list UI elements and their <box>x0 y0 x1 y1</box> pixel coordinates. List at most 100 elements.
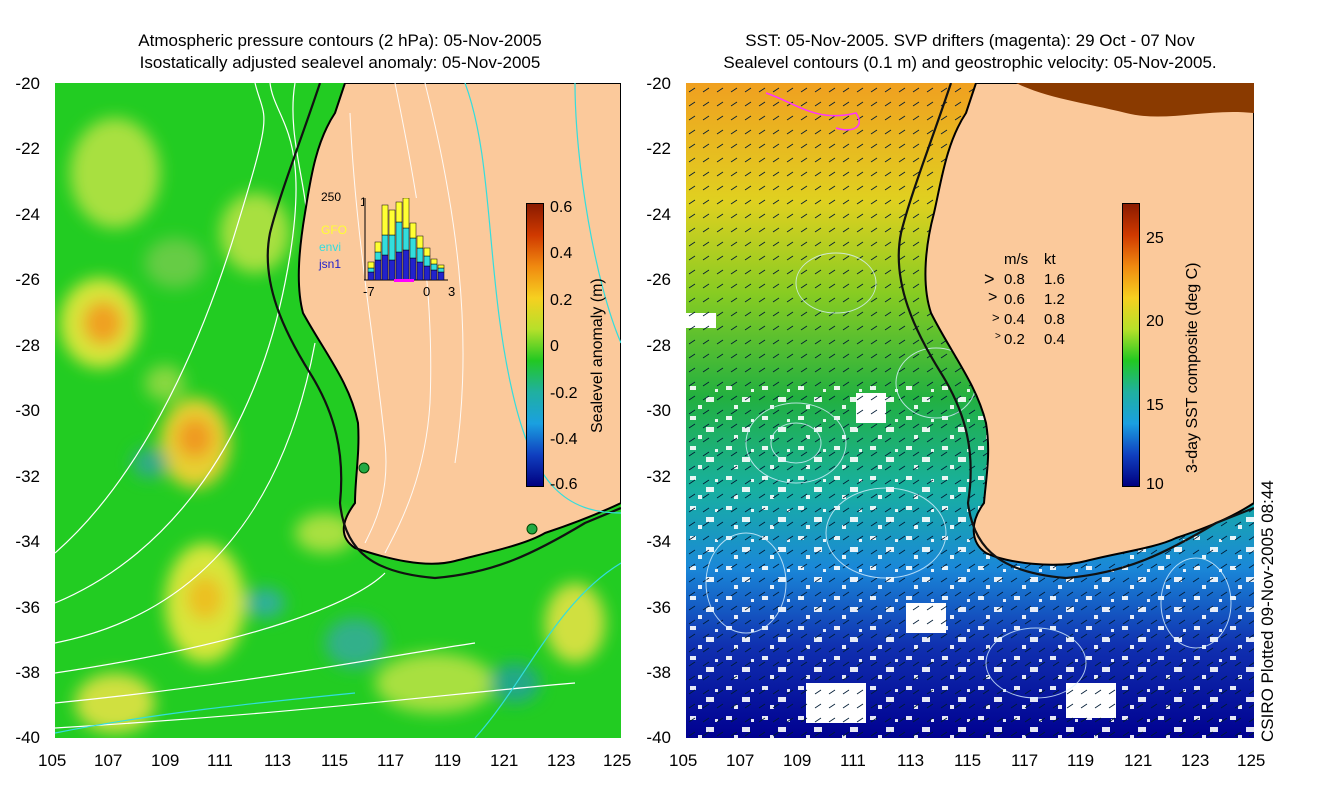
sst-tick: 25 <box>1146 230 1164 247</box>
y-tick: -40 <box>646 728 671 747</box>
inset-ylabel: 250 <box>321 190 342 204</box>
x-tick: 109 <box>151 751 180 770</box>
right-map-graphic <box>686 83 1254 738</box>
y-tick: -28 <box>15 336 40 355</box>
inset-legend-envi: envi <box>319 240 342 254</box>
anomaly-tick: 0 <box>550 338 559 355</box>
inset-xtick-zero: 0 <box>423 284 431 299</box>
y-tick: -38 <box>15 663 40 682</box>
y-tick: -20 <box>15 74 40 93</box>
sst-colorbar <box>1122 203 1140 487</box>
y-tick: -32 <box>646 467 671 486</box>
anomaly-colorbar-label: Sealevel anomaly (m) <box>589 278 606 433</box>
inset-xtick-start: -7 <box>363 284 375 299</box>
inset-histogram-bar <box>388 259 396 281</box>
velocity-legend-arrow: > <box>988 289 998 306</box>
inset-histogram-bar <box>423 255 431 267</box>
y-tick: -40 <box>15 728 40 747</box>
y-tick: -28 <box>646 336 671 355</box>
inset-histogram-bar <box>416 247 424 263</box>
inset-histogram-bar <box>388 234 396 261</box>
anomaly-tick: 0.4 <box>550 245 573 262</box>
left-map: 250 1 GFO envi jsn1 -7 0 3 0.6 0.4 0.2 0… <box>55 83 621 738</box>
y-tick: -30 <box>15 401 40 420</box>
inset-ytop: 1 <box>360 195 367 209</box>
x-tick: 119 <box>434 751 462 770</box>
inset-histogram-bar <box>423 265 431 281</box>
pressure-contours <box>55 83 576 729</box>
inset-histogram-bar <box>402 227 410 251</box>
anomaly-tick: 0.6 <box>550 199 573 216</box>
velocity-legend-ms: 0.6 <box>1004 291 1025 308</box>
anomaly-tick: -0.4 <box>550 431 578 448</box>
anomaly-tick: 0.2 <box>550 292 573 309</box>
velocity-legend-arrow: > <box>995 331 1001 342</box>
x-tick: 121 <box>1124 751 1153 770</box>
tide-gauge-marker <box>526 523 538 535</box>
x-tick: 121 <box>490 751 519 770</box>
inset-histogram-bar <box>437 271 445 281</box>
land-contours <box>349 83 464 554</box>
right-title-line2: Sealevel contours (0.1 m) and geostrophi… <box>723 53 1217 72</box>
inset-histogram-bar <box>437 264 445 269</box>
inset-histogram-bar <box>367 271 375 281</box>
y-tick: -22 <box>646 139 671 158</box>
anomaly-tick: -0.6 <box>550 476 578 493</box>
inset-histogram-bar <box>381 254 389 281</box>
x-tick: 125 <box>603 751 632 770</box>
anomaly-field <box>60 118 605 733</box>
y-tick: -32 <box>15 467 40 486</box>
x-tick: 111 <box>207 751 233 770</box>
velocity-legend-ms: 0.2 <box>1004 331 1025 348</box>
inset-histogram-bar <box>437 267 445 273</box>
inset-legend-jsn1: jsn1 <box>319 257 342 271</box>
y-tick: -26 <box>15 270 40 289</box>
velocity-legend-kt: 1.2 <box>1044 291 1065 308</box>
y-tick: -36 <box>15 598 40 617</box>
x-tick: 123 <box>1181 751 1210 770</box>
inset-histogram <box>364 198 448 282</box>
x-tick: 107 <box>726 751 755 770</box>
x-tick: 117 <box>1011 751 1039 770</box>
velocity-legend-kt: 0.8 <box>1044 311 1065 328</box>
warm-coastal-water <box>1016 83 1254 117</box>
shelf-line <box>897 83 1254 580</box>
inset-histogram-bar <box>430 258 438 265</box>
inset-histogram-bar <box>367 261 375 269</box>
inset-histogram-bar <box>416 261 424 281</box>
plot-credit: CSIRO Plotted 09-Nov-2005 08:44 <box>1258 480 1277 742</box>
velocity-legend-kt: 1.6 <box>1044 271 1065 288</box>
inset-histogram-bar <box>374 241 382 253</box>
x-tick: 117 <box>377 751 405 770</box>
inset-histogram-bar <box>409 257 417 281</box>
y-tick: -24 <box>646 205 671 224</box>
inset-histogram-bar <box>430 263 438 271</box>
velocity-legend-arrow: > <box>984 269 995 289</box>
x-tick: 125 <box>1237 751 1266 770</box>
inset-histogram-bar <box>367 267 375 273</box>
inset-histogram-bar <box>381 204 389 236</box>
inset-histogram-bar <box>395 201 403 223</box>
sst-tick: 15 <box>1146 397 1164 414</box>
left-title-line2: Isostatically adjusted sealevel anomaly:… <box>139 53 541 72</box>
velocity-legend-header-kt: kt <box>1044 251 1056 268</box>
inset-histogram-bar <box>395 221 403 253</box>
x-tick: 111 <box>840 751 866 770</box>
right-map: m/s kt > 0.8 1.6 > 0.6 1.2 > 0.4 0.8 > 0… <box>686 83 1254 738</box>
sst-colorbar-label: 3-day SST composite (deg C) <box>1184 262 1201 473</box>
x-tick: 109 <box>783 751 812 770</box>
y-tick: -34 <box>15 532 40 551</box>
x-tick: 115 <box>954 751 982 770</box>
y-tick: -26 <box>646 270 671 289</box>
sst-tick: 10 <box>1146 476 1164 493</box>
left-title-line1: Atmospheric pressure contours (2 hPa): 0… <box>138 31 542 50</box>
velocity-legend-kt: 0.4 <box>1044 331 1065 348</box>
right-title-line1: SST: 05-Nov-2005. SVP drifters (magenta)… <box>745 31 1195 50</box>
x-tick: 113 <box>264 751 292 770</box>
inset-histogram-bar <box>416 235 424 249</box>
cyan-contours <box>55 83 621 738</box>
anomaly-tick: -0.2 <box>550 385 578 402</box>
inset-xtick-end: 3 <box>448 284 456 299</box>
velocity-legend-ms: 0.4 <box>1004 311 1025 328</box>
inset-histogram-bar <box>409 237 417 259</box>
